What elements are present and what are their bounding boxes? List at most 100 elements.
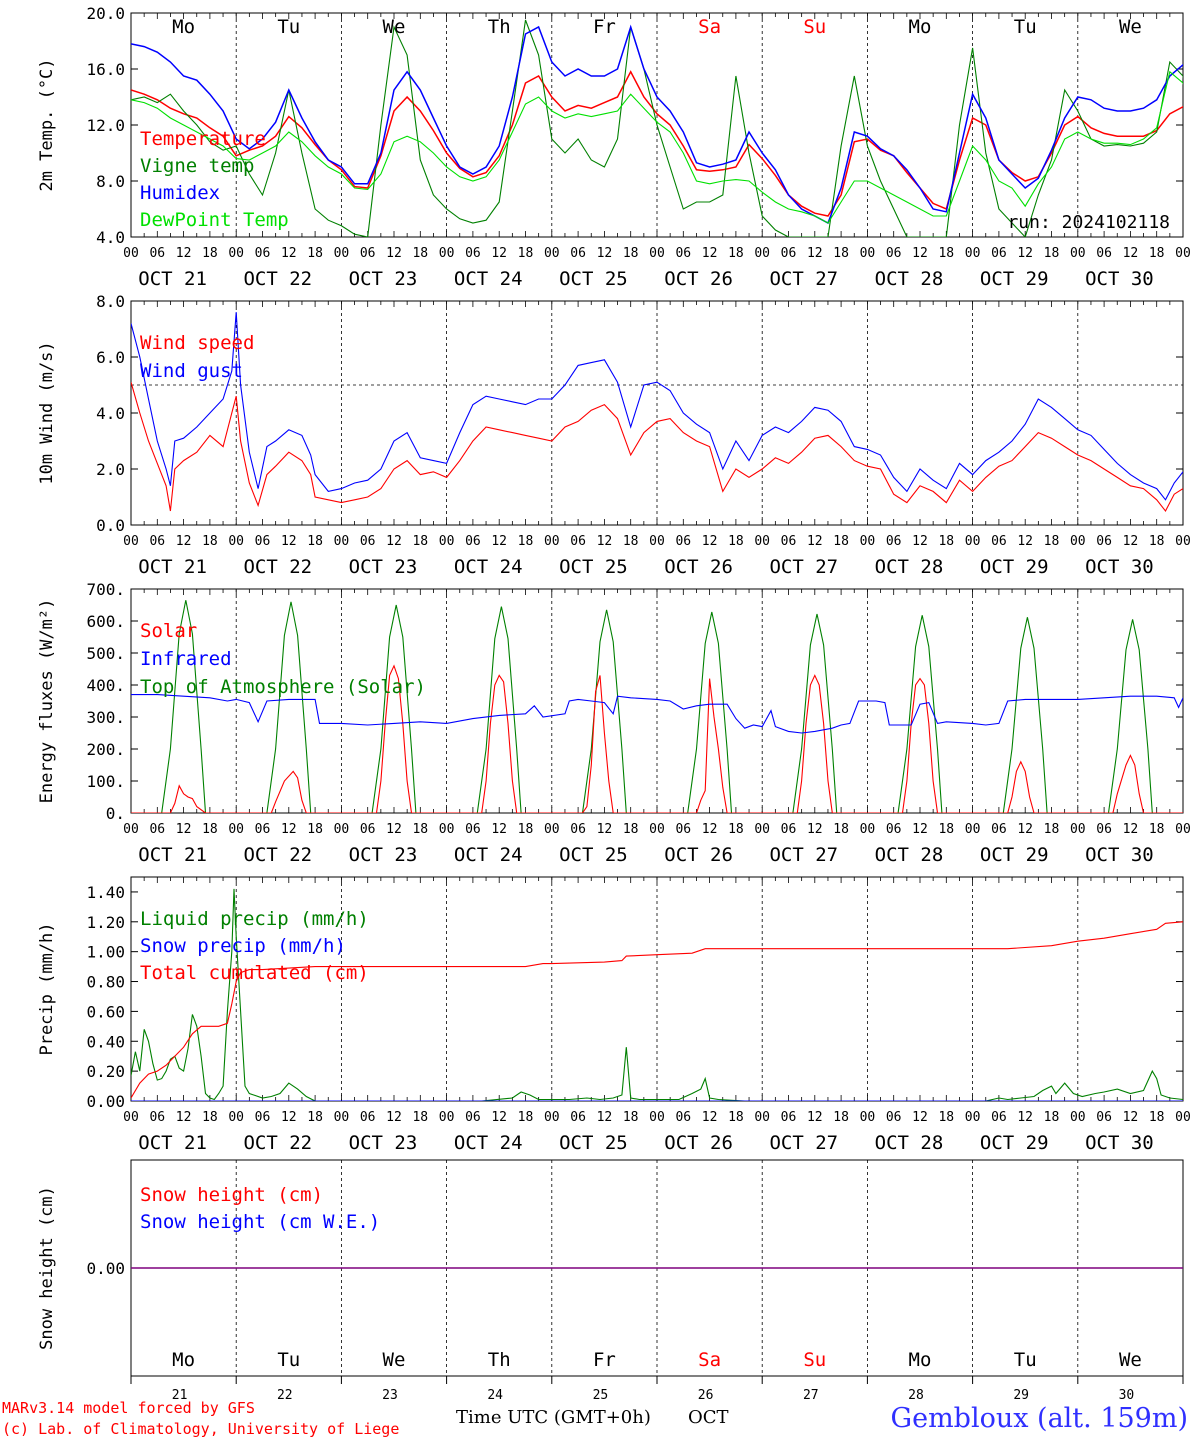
date-label: OCT 21: [138, 1132, 207, 1154]
date-label: OCT 26: [664, 1132, 733, 1154]
date-label: OCT 24: [454, 556, 523, 578]
hour-label: 00: [860, 1110, 876, 1125]
day-number: 24: [487, 1388, 503, 1403]
y-tick-label: 1.00: [86, 943, 125, 962]
hour-label: 12: [597, 246, 613, 261]
hour-label: 18: [728, 822, 744, 837]
hour-label: 18: [833, 1110, 849, 1125]
hour-label: 00: [965, 246, 981, 261]
hour-label: 06: [255, 246, 271, 261]
hour-label: 00: [1175, 534, 1191, 549]
hour-label: 12: [281, 1110, 297, 1125]
date-label: OCT 21: [138, 844, 207, 866]
hour-label: 12: [491, 1110, 507, 1125]
y-tick-label: 0.20: [86, 1062, 125, 1081]
hour-label: 00: [334, 822, 350, 837]
legend-entry: Snow height (cm W.E.): [140, 1211, 380, 1233]
y-tick-label: 300.: [86, 708, 125, 727]
hour-label: 12: [597, 534, 613, 549]
hour-label: 12: [491, 534, 507, 549]
hour-label: 12: [281, 822, 297, 837]
hour-label: 12: [386, 534, 402, 549]
hour-label: 06: [149, 822, 165, 837]
series-line-infrared: [131, 694, 1183, 734]
hour-label: 12: [807, 534, 823, 549]
day-name: We: [1119, 1349, 1142, 1371]
hour-label: 06: [360, 246, 376, 261]
hour-label: 12: [491, 822, 507, 837]
station-name: Gembloux (alt. 159m): [891, 1403, 1188, 1434]
hour-label: 06: [1096, 822, 1112, 837]
hour-label: 06: [570, 1110, 586, 1125]
legend-entry: Snow height (cm): [140, 1184, 323, 1206]
hour-label: 00: [649, 1110, 665, 1125]
day-name: Mo: [172, 1349, 195, 1371]
hour-label: 12: [386, 1110, 402, 1125]
hour-label: 12: [912, 246, 928, 261]
hour-label: 00: [649, 246, 665, 261]
hour-label: 18: [1044, 246, 1060, 261]
hour-label: 00: [860, 534, 876, 549]
day-name: Tu: [1014, 1349, 1037, 1371]
hour-label: 12: [1017, 822, 1033, 837]
x-axis-month: OCT: [688, 1407, 729, 1428]
hour-label: 00: [860, 822, 876, 837]
hour-label: 06: [886, 822, 902, 837]
hour-label: 18: [307, 246, 323, 261]
hour-label: 12: [807, 246, 823, 261]
day-name: We: [1119, 16, 1142, 38]
hour-label: 00: [860, 246, 876, 261]
date-label: OCT 27: [769, 1132, 838, 1154]
hour-label: 12: [807, 822, 823, 837]
hour-label: 06: [465, 1110, 481, 1125]
hour-label: 00: [1175, 822, 1191, 837]
hour-label: 00: [439, 822, 455, 837]
legend-entry: Vigne temp: [140, 155, 254, 177]
hour-label: 00: [123, 1110, 139, 1125]
hour-label: 18: [412, 534, 428, 549]
panel-1: 4.0 8.0 12.0 16.0 20.0 2m Temp. (°C) Temperatu…: [37, 4, 1191, 290]
series-line-dewpoint-temp: [131, 70, 1183, 224]
hour-label: 18: [833, 822, 849, 837]
hour-label: 18: [307, 822, 323, 837]
hour-label: 00: [1070, 534, 1086, 549]
date-label: OCT 28: [875, 844, 944, 866]
hour-label: 00: [1070, 246, 1086, 261]
panel-2: 0.0 2.0 4.0 6.0 8.0 10m Wind (m/s) Wind speed W…: [37, 292, 1191, 578]
y-tick-label: 12.0: [86, 116, 125, 135]
y-tick-label: 20.0: [86, 4, 125, 23]
hour-label: 00: [965, 1110, 981, 1125]
date-label: OCT 29: [980, 268, 1049, 290]
hour-label: 12: [386, 246, 402, 261]
date-label: OCT 28: [875, 556, 944, 578]
hour-label: 18: [518, 246, 534, 261]
hour-label: 18: [307, 534, 323, 549]
hour-label: 06: [465, 246, 481, 261]
copyright: (c) Lab. of Climatology, University of L…: [2, 1420, 399, 1438]
hour-label: 00: [544, 822, 560, 837]
footer: MARv3.14 model forced by GFS (c) Lab. of …: [2, 1399, 1188, 1438]
hour-label: 06: [1096, 246, 1112, 261]
hour-label: 00: [334, 1110, 350, 1125]
hour-label: 12: [1123, 534, 1139, 549]
y-tick-label: 0.00: [86, 1092, 125, 1111]
y-tick-label: 500.: [86, 644, 125, 663]
hour-label: 06: [991, 534, 1007, 549]
date-label: OCT 22: [243, 556, 312, 578]
hour-label: 12: [597, 1110, 613, 1125]
hour-label: 06: [570, 246, 586, 261]
hour-label: 18: [1149, 534, 1165, 549]
hour-label: 00: [754, 822, 770, 837]
date-label: OCT 25: [559, 1132, 628, 1154]
hour-label: 06: [675, 822, 691, 837]
plot-frame: [130, 300, 1184, 526]
date-label: OCT 28: [875, 268, 944, 290]
hour-label: 06: [149, 534, 165, 549]
y-tick-label: 0.: [106, 804, 125, 823]
day-name: Fr: [593, 1349, 616, 1371]
hour-label: 00: [228, 246, 244, 261]
day-name: We: [383, 16, 406, 38]
day-number: 27: [803, 1388, 819, 1403]
hour-label: 00: [544, 246, 560, 261]
